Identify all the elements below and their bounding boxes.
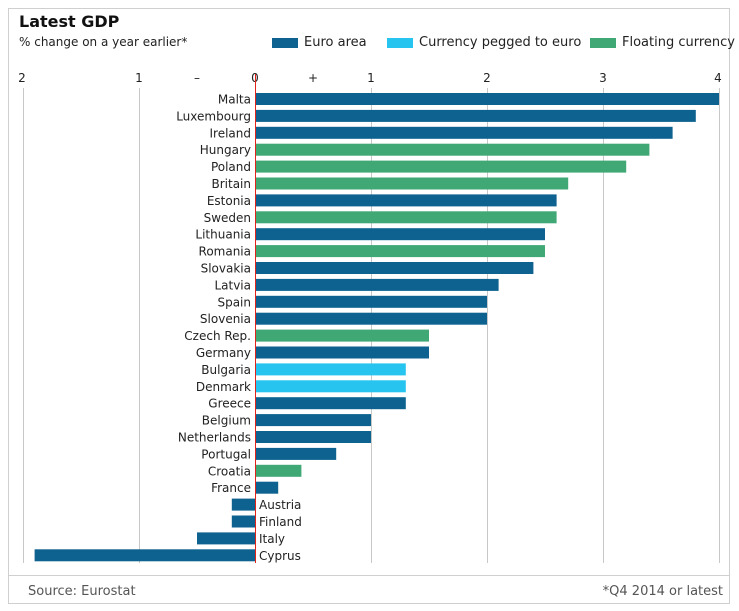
- category-label: Germany: [196, 346, 251, 360]
- category-label: Denmark: [196, 380, 251, 394]
- category-label: Sweden: [204, 211, 251, 225]
- legend-item-floating: Floating currency: [590, 35, 735, 50]
- bar-portugal: [255, 447, 337, 460]
- tick-label-4: 4: [714, 71, 722, 85]
- category-label: Lithuania: [195, 228, 251, 242]
- category-label: Austria: [259, 498, 301, 512]
- category-label: Romania: [199, 245, 251, 259]
- category-label: Slovakia: [201, 262, 251, 276]
- bar-france: [255, 481, 279, 494]
- bar-latvia: [255, 278, 499, 291]
- legend-swatch-pegged: [387, 37, 413, 48]
- bar-britain: [255, 177, 569, 190]
- bar-italy: [197, 532, 255, 545]
- category-label: France: [211, 481, 251, 495]
- bar-denmark: [255, 380, 406, 393]
- bar-lithuania: [255, 228, 545, 241]
- bar-sweden: [255, 211, 557, 224]
- tick-label-3: 3: [599, 71, 607, 85]
- tick-label-plus-sign: +: [308, 71, 318, 85]
- bar-czech-rep: [255, 329, 429, 342]
- bar-finland: [231, 515, 255, 528]
- bar-poland: [255, 160, 627, 173]
- bar-bulgaria: [255, 363, 406, 376]
- bar-spain: [255, 295, 487, 308]
- category-label: Belgium: [202, 414, 251, 428]
- category-label: Poland: [211, 160, 251, 174]
- category-label: Czech Rep.: [184, 329, 251, 343]
- bar-belgium: [255, 414, 371, 427]
- category-label: Bulgaria: [201, 363, 251, 377]
- category-label: Latvia: [214, 278, 251, 292]
- legend-label-floating: Floating currency: [622, 35, 735, 50]
- legend-swatch-floating: [590, 37, 616, 48]
- category-label: Finland: [259, 515, 302, 529]
- tick-label-2: 2: [483, 71, 491, 85]
- category-label: Britain: [212, 177, 252, 191]
- category-label: Slovenia: [200, 312, 251, 326]
- bar-slovakia: [255, 262, 534, 274]
- bar-hungary: [255, 143, 650, 156]
- category-label: Estonia: [207, 194, 251, 208]
- legend-swatch-euro-area: [272, 37, 298, 48]
- bar-austria: [231, 498, 255, 511]
- category-label: Luxembourg: [176, 109, 251, 123]
- legend-item-euro-area: Euro area: [272, 35, 367, 50]
- bar-slovenia: [255, 312, 487, 325]
- bar-romania: [255, 245, 545, 258]
- chart-title: Latest GDP: [19, 12, 120, 31]
- bar-malta: [255, 93, 719, 105]
- footer-divider: [9, 575, 729, 576]
- category-label: Netherlands: [178, 431, 251, 445]
- category-label: Croatia: [208, 464, 251, 478]
- legend-item-pegged: Currency pegged to euro: [387, 35, 581, 50]
- tick-label-neg-1: 1: [135, 71, 143, 85]
- legend-label-pegged: Currency pegged to euro: [419, 35, 582, 50]
- category-label: Portugal: [201, 447, 251, 461]
- tick-label-1: 1: [367, 71, 375, 85]
- category-label: Ireland: [209, 126, 251, 140]
- bar-germany: [255, 346, 429, 359]
- category-label: Cyprus: [259, 549, 301, 563]
- bar-cyprus: [34, 549, 255, 562]
- category-label: Spain: [217, 295, 251, 309]
- chart-subtitle: % change on a year earlier*: [19, 35, 188, 49]
- bar-estonia: [255, 194, 557, 207]
- bar-ireland: [255, 126, 673, 139]
- tick-label-neg-2: 2: [18, 71, 26, 85]
- source-note: Source: Eurostat: [28, 584, 136, 599]
- bar-greece: [255, 397, 406, 410]
- tick-label-minus-sign: –: [194, 71, 200, 85]
- category-label: Greece: [208, 397, 251, 411]
- bar-croatia: [255, 464, 302, 477]
- bar-netherlands: [255, 431, 371, 443]
- legend-label-euro-area: Euro area: [304, 35, 367, 50]
- category-label: Hungary: [200, 143, 251, 157]
- bar-luxembourg: [255, 109, 696, 122]
- footnote: *Q4 2014 or latest: [602, 584, 723, 599]
- category-label: Italy: [259, 532, 285, 546]
- category-label: Malta: [218, 93, 251, 107]
